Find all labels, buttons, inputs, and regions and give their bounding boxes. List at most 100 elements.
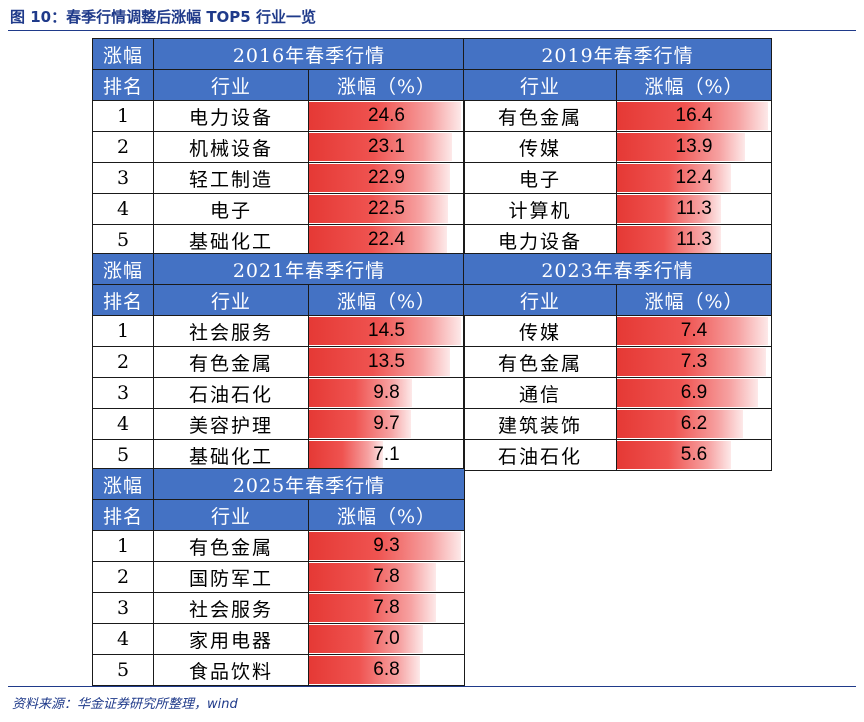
data-bar	[617, 317, 768, 345]
table-2025: 涨幅 2025年春季行情 排名 行业 涨幅（%） 1 有色金属 9.3 2 国防…	[92, 468, 466, 686]
industry-cell: 石油石化	[153, 377, 309, 409]
industry-cell: 通信	[463, 377, 617, 409]
pct-cell: 12.4	[615, 162, 773, 194]
pct-cell: 7.1	[307, 439, 466, 471]
data-bar	[617, 226, 721, 254]
pct-cell: 13.9	[615, 131, 773, 163]
pct-cell: 5.6	[615, 439, 773, 471]
pct-value: 22.4	[368, 229, 405, 250]
pct-header: 涨幅（%）	[615, 284, 773, 316]
table-row: 5 基础化工 7.1	[92, 439, 466, 471]
pct-value: 6.2	[680, 413, 708, 434]
table-row: 电子 12.4	[463, 162, 773, 194]
table-row: 传媒 7.4	[463, 315, 773, 347]
industry-header: 行业	[463, 284, 617, 316]
industry-cell: 有色金属	[463, 346, 617, 378]
source-divider	[8, 686, 856, 687]
rank-cell: 2	[92, 346, 154, 378]
pct-cell: 23.1	[307, 131, 466, 163]
industry-cell: 电力设备	[153, 100, 309, 132]
industry-cell: 机械设备	[153, 131, 309, 163]
pct-cell: 24.6	[307, 100, 466, 132]
pct-cell: 7.3	[615, 346, 773, 378]
pct-cell: 22.4	[307, 224, 466, 256]
table-row: 2 国防军工 7.8	[92, 561, 466, 593]
title-divider	[8, 30, 856, 31]
pct-cell: 7.0	[307, 623, 466, 655]
industry-cell: 有色金属	[463, 100, 617, 132]
data-bar	[309, 195, 448, 223]
rank-cell: 5	[92, 654, 154, 686]
data-bar	[617, 348, 766, 376]
pct-value: 5.6	[680, 444, 708, 465]
rank-cell: 1	[92, 530, 154, 562]
data-bar	[309, 317, 461, 345]
rank-cell: 1	[92, 100, 154, 132]
pct-value: 16.4	[675, 105, 713, 126]
pct-cell: 9.7	[307, 408, 466, 440]
table-row: 2 有色金属 13.5	[92, 346, 466, 378]
pct-value: 23.1	[368, 136, 405, 157]
table-row: 建筑装饰 6.2	[463, 408, 773, 440]
pct-value: 7.8	[373, 597, 400, 618]
pct-cell: 7.8	[307, 561, 466, 593]
industry-cell: 社会服务	[153, 592, 309, 624]
table-2023: 2023年春季行情 行业 涨幅（%） 传媒 7.4 有色金属 7.3 通信 6.…	[462, 253, 773, 471]
data-bar	[309, 532, 461, 560]
table-row: 传媒 13.9	[463, 131, 773, 163]
pct-cell: 14.5	[307, 315, 466, 347]
block-title: 2019年春季行情	[462, 38, 773, 70]
industry-cell: 国防军工	[153, 561, 309, 593]
pct-value: 6.9	[680, 382, 708, 403]
table-row: 3 轻工制造 22.9	[92, 162, 466, 194]
industry-cell: 电子	[153, 193, 309, 225]
data-bar	[617, 164, 732, 192]
data-bar	[309, 563, 437, 591]
pct-value: 7.1	[373, 444, 400, 465]
pct-value: 7.8	[373, 566, 400, 587]
table-row: 3 石油石化 9.8	[92, 377, 466, 409]
industry-cell: 计算机	[463, 193, 617, 225]
pct-cell: 11.3	[615, 224, 773, 256]
industry-cell: 电子	[463, 162, 617, 194]
rank-header-top: 涨幅	[92, 38, 154, 70]
pct-cell: 22.9	[307, 162, 466, 194]
source-note: 资料来源：华金证券研究所整理，wind	[12, 697, 238, 712]
table-row: 4 电子 22.5	[92, 193, 466, 225]
industry-cell: 有色金属	[153, 346, 309, 378]
rank-cell: 4	[92, 193, 154, 225]
table-2019: 2019年春季行情 行业 涨幅（%） 有色金属 16.4 传媒 13.9 电子 …	[462, 38, 773, 256]
industry-cell: 传媒	[463, 315, 617, 347]
rank-header-bottom: 排名	[92, 69, 154, 101]
industry-cell: 美容护理	[153, 408, 309, 440]
industry-header: 行业	[463, 69, 617, 101]
pct-cell: 6.2	[615, 408, 773, 440]
rank-cell: 5	[92, 439, 154, 471]
pct-header: 涨幅（%）	[307, 284, 466, 316]
pct-header: 涨幅（%）	[307, 69, 466, 101]
rank-cell: 3	[92, 162, 154, 194]
pct-value: 7.0	[373, 628, 400, 649]
pct-value: 12.4	[675, 167, 713, 188]
data-bar	[309, 594, 437, 622]
table-row: 4 美容护理 9.7	[92, 408, 466, 440]
rank-header-top: 涨幅	[92, 253, 154, 285]
pct-header: 涨幅（%）	[615, 69, 773, 101]
table-row: 有色金属 16.4	[463, 100, 773, 132]
table-row: 计算机 11.3	[463, 193, 773, 225]
industry-header: 行业	[153, 69, 309, 101]
data-bar	[617, 195, 721, 223]
data-bar	[309, 348, 451, 376]
rank-cell: 1	[92, 315, 154, 347]
table-row: 5 基础化工 22.4	[92, 224, 466, 256]
pct-cell: 6.8	[307, 654, 466, 686]
block-title: 2025年春季行情	[152, 468, 466, 500]
pct-value: 7.4	[680, 320, 708, 341]
industry-cell: 基础化工	[153, 224, 309, 256]
block-title: 2021年春季行情	[152, 253, 466, 285]
pct-value: 9.3	[373, 535, 400, 556]
data-bar	[309, 226, 448, 254]
rank-cell: 3	[92, 377, 154, 409]
industry-cell: 有色金属	[153, 530, 309, 562]
data-bar	[309, 379, 412, 407]
